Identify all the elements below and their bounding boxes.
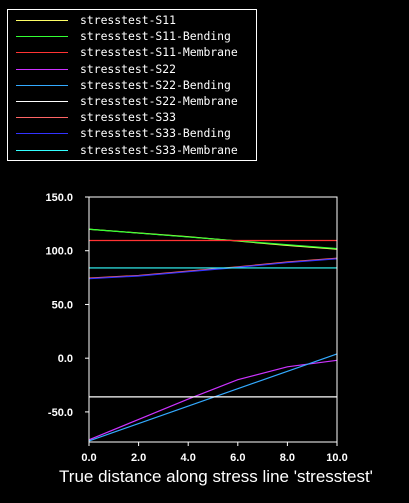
plot-area-frame [88, 196, 338, 443]
legend-swatch [16, 68, 68, 70]
legend-swatch [16, 52, 68, 54]
legend-item: stresstest-S11 [8, 13, 258, 29]
y-tick-label: 50.0 [52, 299, 73, 311]
legend-swatch [16, 84, 68, 86]
legend-item: stresstest-S11-Bending [8, 29, 258, 45]
legend-item: stresstest-S22-Membrane [8, 94, 258, 110]
series-line-stresstest-s11-bending [88, 228, 338, 250]
legend-swatch [16, 36, 68, 38]
legend-swatch [16, 117, 68, 119]
legend: stresstest-S11 stresstest-S11-Bending stre… [7, 9, 257, 161]
legend-swatch [16, 101, 68, 102]
legend-label: stresstest-S33-Membrane [80, 142, 238, 157]
legend-item: stresstest-S33 [8, 110, 258, 126]
legend-item: stresstest-S33-Membrane [8, 143, 258, 159]
legend-label: stresstest-S11-Membrane [80, 45, 238, 60]
legend-swatch [16, 149, 68, 151]
legend-swatch [16, 20, 68, 21]
legend-label: stresstest-S11-Bending [80, 29, 231, 44]
legend-label: stresstest-S22-Bending [80, 77, 231, 92]
x-tick-label: 2.0 [131, 452, 146, 464]
series-line-stresstest-s33-bending [88, 258, 338, 280]
y-tick-label: 100.0 [45, 246, 73, 258]
legend-item: stresstest-S22-Bending [8, 78, 258, 94]
x-tick-label: 10.0 [326, 452, 347, 464]
plot-lines [88, 228, 338, 442]
legend-label: stresstest-S11 [80, 13, 177, 27]
legend-item: stresstest-S22 [8, 62, 258, 78]
x-axis-title: True distance along stress line 'stresst… [59, 467, 373, 486]
legend-swatch [16, 133, 68, 135]
legend-label: stresstest-S22 [80, 61, 177, 76]
x-axis-ticks: 0.0 2.0 4.0 6.0 8.0 10.0 [81, 442, 348, 464]
legend-label: stresstest-S33-Bending [80, 126, 231, 141]
y-axis-ticks: 150.0 100.0 50.0 0.0 -50.0 [45, 192, 89, 419]
y-tick-label: -50.0 [48, 407, 73, 419]
legend-label: stresstest-S33 [80, 110, 177, 125]
series-line-stresstest-s22 [88, 359, 338, 441]
y-tick-label: 0.0 [58, 353, 73, 365]
x-tick-label: 8.0 [280, 452, 295, 464]
x-tick-label: 6.0 [230, 452, 245, 464]
x-tick-label: 0.0 [81, 452, 96, 464]
y-tick-label: 150.0 [45, 192, 73, 204]
x-tick-label: 4.0 [181, 452, 196, 464]
legend-item: stresstest-S33-Bending [8, 126, 258, 142]
legend-item: stresstest-S11-Membrane [8, 45, 258, 61]
legend-label: stresstest-S22-Membrane [80, 94, 238, 108]
